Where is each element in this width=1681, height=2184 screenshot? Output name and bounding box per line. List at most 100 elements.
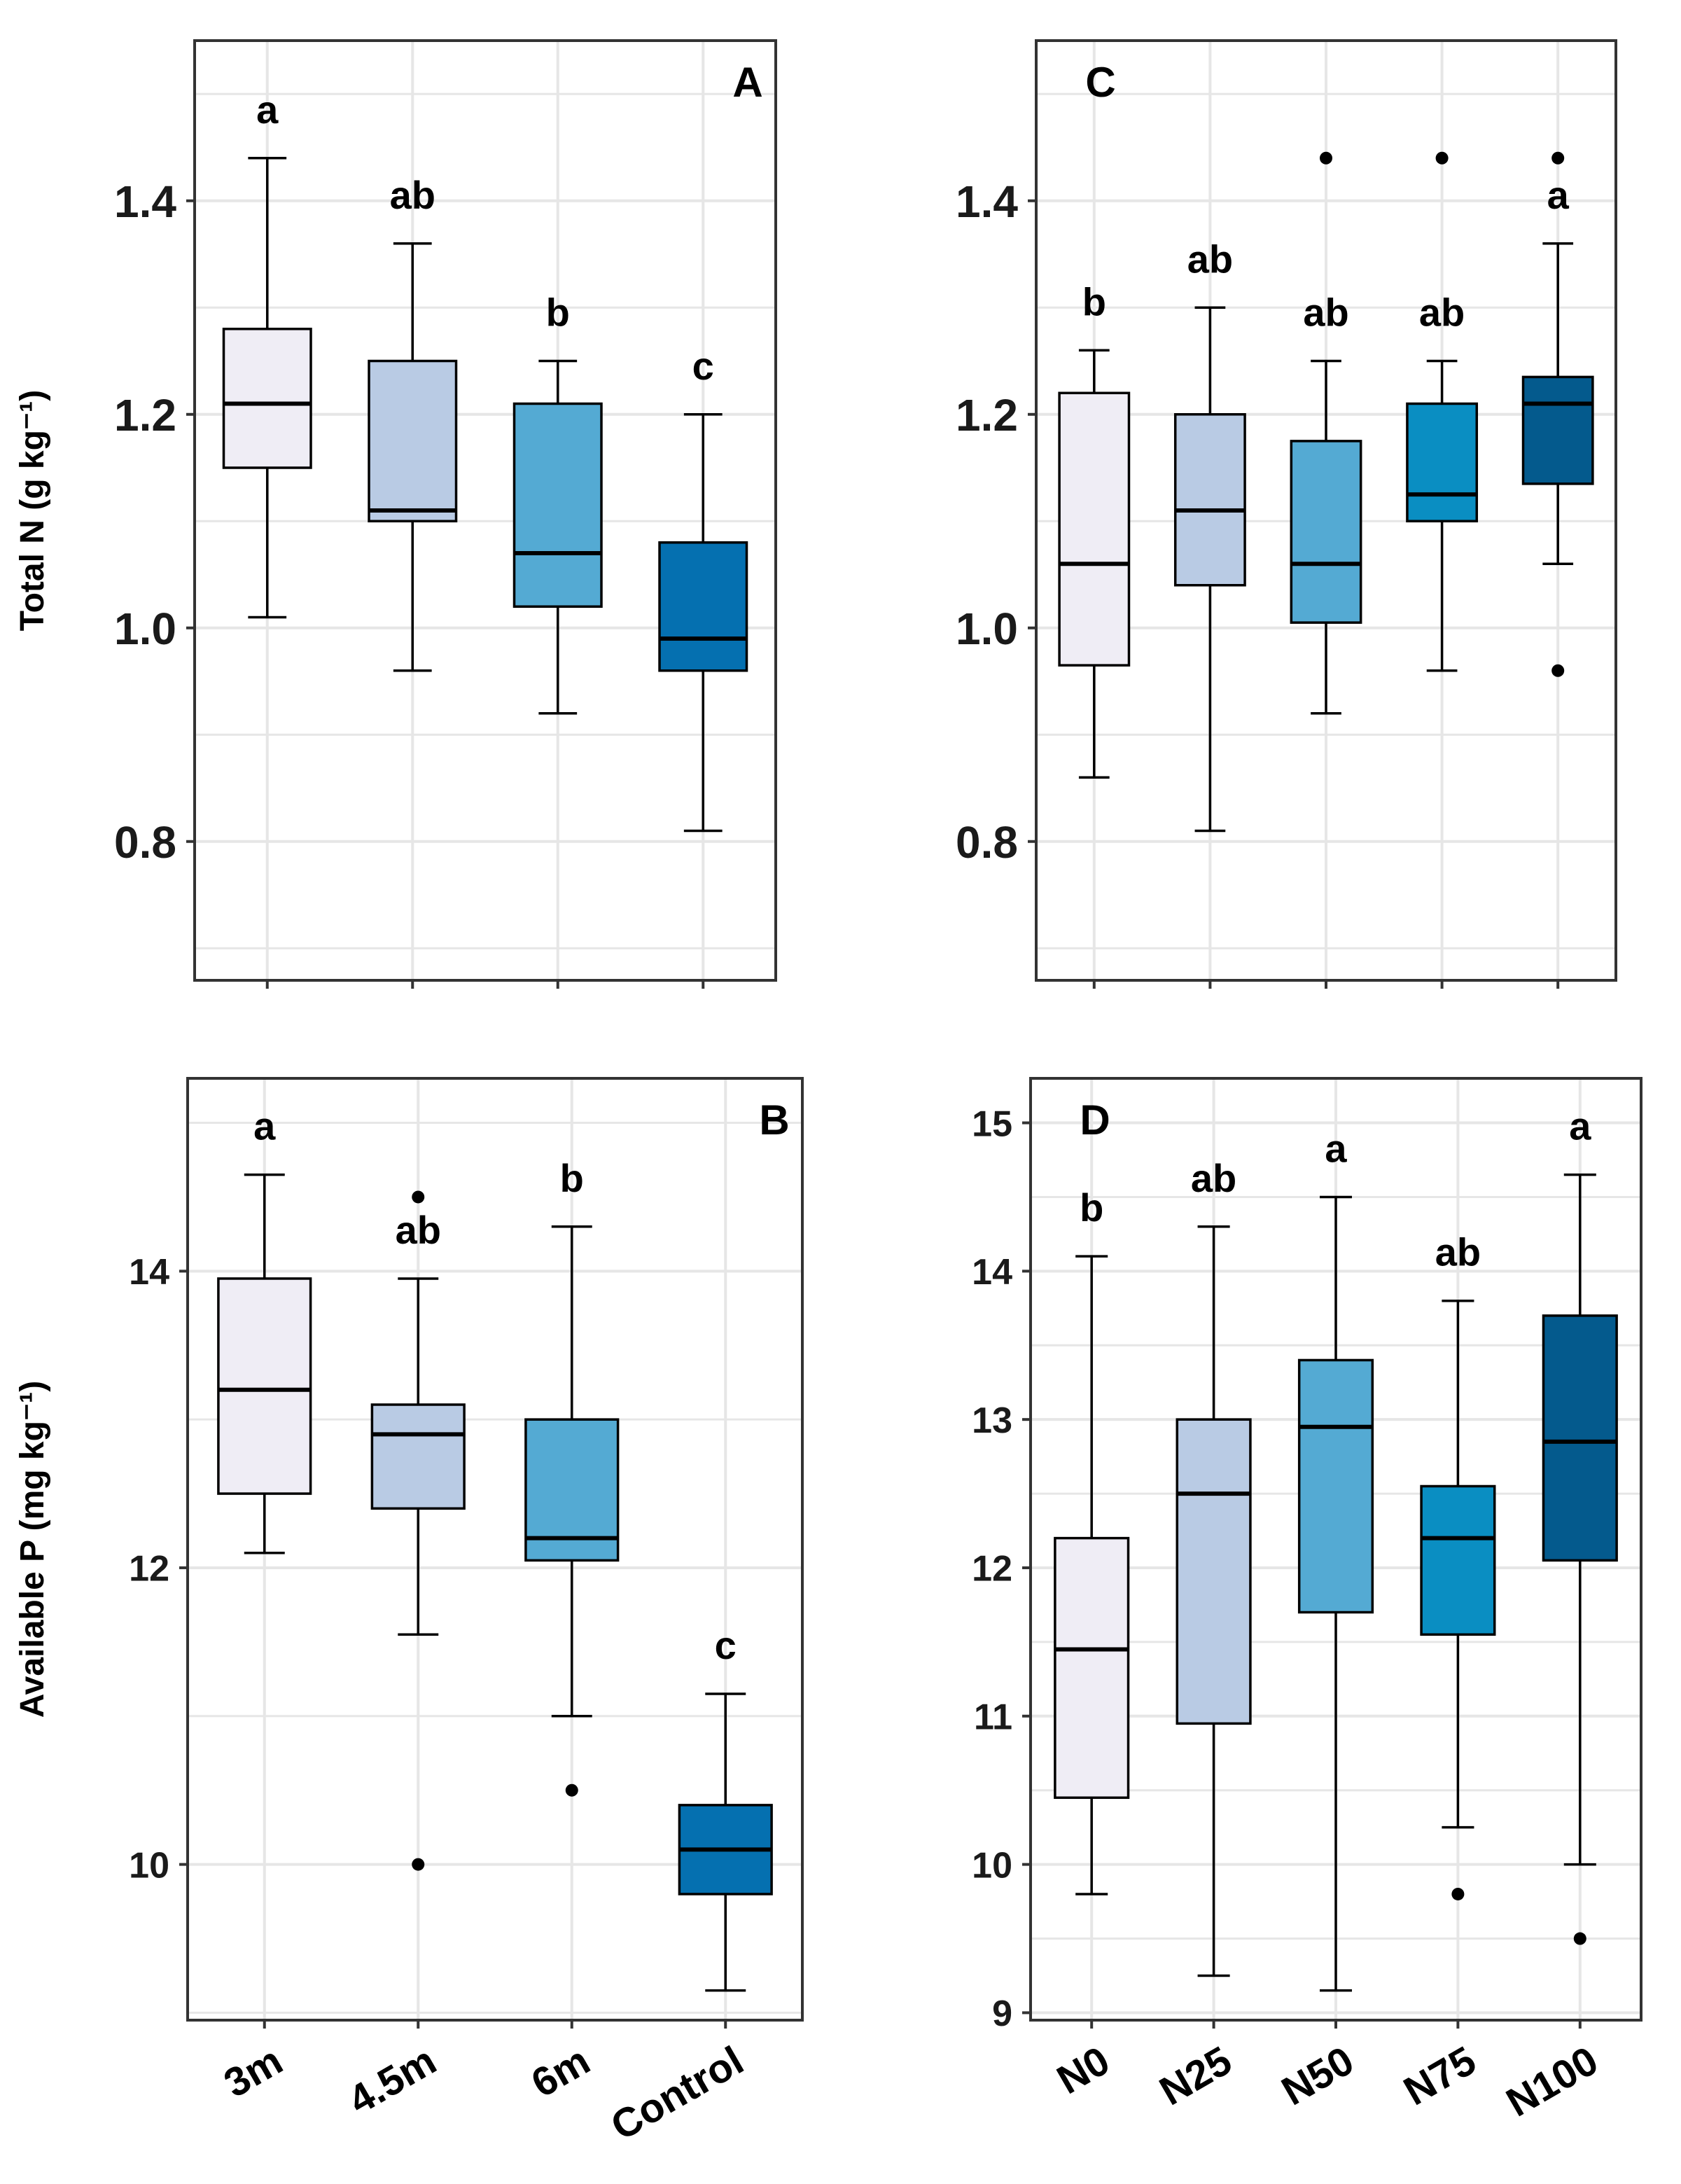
box-3m: a <box>222 88 312 619</box>
box-iqr <box>370 1403 466 1510</box>
significance-letter: b <box>546 291 570 335</box>
outlier-point <box>1435 151 1449 165</box>
y-tick-label: 0.8 <box>114 817 176 868</box>
significance-letter: a <box>256 88 279 132</box>
x-tick-label: N25 <box>1152 2038 1239 2114</box>
box-iqr <box>1290 440 1362 624</box>
box-4.5m: ab <box>368 173 458 672</box>
box-iqr <box>1542 1314 1618 1562</box>
y-tick-label: 10 <box>972 1845 1012 1886</box>
y-tick-label: 15 <box>972 1104 1012 1144</box>
significance-letter: ab <box>1303 291 1348 335</box>
y-tick-label: 1.4 <box>114 176 176 227</box>
box-iqr <box>1054 1536 1130 1800</box>
box-Control: c <box>678 1623 773 1992</box>
box-N25: ab <box>1176 1156 1252 1977</box>
significance-letter: ab <box>390 173 435 217</box>
box-iqr <box>1420 1484 1496 1636</box>
box-N100: a <box>1521 151 1594 677</box>
significance-letter: ab <box>1191 1156 1236 1200</box>
significance-letter: b <box>1080 1185 1103 1230</box>
box-iqr <box>1173 413 1246 587</box>
box-iqr <box>217 1277 312 1495</box>
box-iqr <box>1176 1418 1252 1725</box>
significance-letter: c <box>715 1623 737 1667</box>
panel-A: a ab b c 0.8 1.0 1.2 1.4 A Total N (g kg⁻¹) <box>14 39 777 989</box>
outlier-point <box>1551 664 1565 677</box>
y-axis-title: Total N (g kg⁻¹) <box>14 390 51 631</box>
box-iqr <box>1058 391 1131 667</box>
significance-letter: ab <box>396 1208 441 1252</box>
significance-letter: ab <box>1419 291 1465 335</box>
panel-D: b ab a ab a 9 10 11 12 13 14 15 N0 N25 N50 N75 N100 D <box>972 1077 1642 2126</box>
panel-frame <box>186 1077 804 2022</box>
panel-label: A <box>732 59 762 106</box>
x-tick-label: 3m <box>216 2038 290 2106</box>
panel-frame <box>193 39 777 982</box>
x-tick-label: N50 <box>1274 2038 1362 2114</box>
y-tick-label: 9 <box>992 1994 1012 2034</box>
significance-letter: c <box>692 344 714 388</box>
box-iqr <box>368 359 458 522</box>
y-tick-label: 14 <box>972 1252 1012 1293</box>
y-tick-label: 12 <box>129 1549 169 1590</box>
significance-letter: b <box>560 1156 584 1200</box>
box-iqr <box>1406 402 1479 522</box>
outlier-point <box>1320 151 1332 165</box>
box-iqr <box>1521 375 1594 485</box>
box-iqr <box>512 402 603 608</box>
panel-label: B <box>759 1097 789 1143</box>
box-3m: a <box>217 1104 312 1554</box>
panel-B: a ab b c 10 12 14 3m 4.5m 6m Control B Available P (… <box>14 1077 804 2149</box>
box-6m: b <box>524 1156 620 1797</box>
x-tick-label: 4.5m <box>341 2038 444 2123</box>
significance-letter: b <box>1082 279 1106 324</box>
box-N100: a <box>1542 1104 1618 1945</box>
outlier-point <box>1573 1932 1586 1945</box>
y-tick-label: 0.8 <box>956 817 1018 868</box>
box-N25: ab <box>1173 237 1246 833</box>
significance-letter: a <box>1569 1104 1591 1148</box>
y-tick-label: 1.0 <box>956 604 1018 654</box>
panel-label: C <box>1085 59 1115 106</box>
x-tick-label: Control <box>604 2038 751 2149</box>
significance-letter: a <box>1325 1126 1347 1170</box>
x-tick-label: N0 <box>1049 2038 1117 2103</box>
box-N0: b <box>1054 1185 1130 1896</box>
significance-letter: ab <box>1187 237 1233 281</box>
y-tick-label: 12 <box>972 1549 1012 1590</box>
x-tick-label: N75 <box>1396 2038 1484 2114</box>
outlier-point <box>412 1858 425 1871</box>
box-N75: ab <box>1420 1230 1496 1900</box>
y-axis-title: Available P (mg kg⁻¹) <box>14 1381 51 1718</box>
y-tick-label: 1.4 <box>956 176 1018 227</box>
outlier-point <box>412 1190 425 1204</box>
significance-letter: ab <box>1435 1230 1481 1274</box>
x-tick-label: 6m <box>524 2038 597 2106</box>
y-tick-label: 1.0 <box>114 604 176 654</box>
box-N50: ab <box>1290 151 1362 715</box>
box-Control: c <box>658 344 748 833</box>
outlier-point <box>1451 1887 1465 1900</box>
y-tick-label: 1.2 <box>956 390 1018 440</box>
y-tick-label: 1.2 <box>114 390 176 440</box>
outlier-point <box>565 1783 578 1797</box>
box-N0: b <box>1058 279 1131 779</box>
outlier-point <box>1551 151 1565 165</box>
box-4.5m: ab <box>370 1190 466 1871</box>
box-N50: a <box>1297 1126 1374 1992</box>
y-tick-label: 10 <box>129 1845 169 1886</box>
y-tick-label: 11 <box>974 1697 1012 1738</box>
y-tick-label: 14 <box>129 1252 169 1293</box>
box-iqr <box>222 328 312 469</box>
panel-label: D <box>1080 1097 1110 1143</box>
box-iqr <box>1297 1358 1374 1614</box>
y-tick-label: 13 <box>972 1400 1012 1441</box>
box-iqr <box>658 541 748 672</box>
x-tick-label: N100 <box>1499 2038 1606 2126</box>
significance-letter: a <box>253 1104 276 1148</box>
significance-letter: a <box>1547 173 1570 217</box>
box-N75: ab <box>1406 151 1479 672</box>
plot-background <box>195 41 776 980</box>
